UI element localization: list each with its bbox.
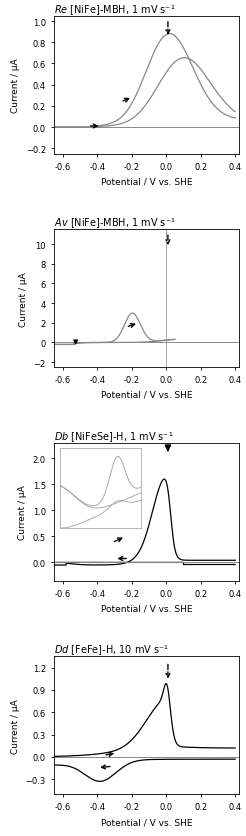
Text: $\it{Db}$ [NiFeSe]-H, 1 mV s⁻¹: $\it{Db}$ [NiFeSe]-H, 1 mV s⁻¹: [54, 430, 173, 443]
Y-axis label: Current / μA: Current / μA: [18, 485, 27, 539]
X-axis label: Potential / V vs. SHE: Potential / V vs. SHE: [101, 817, 192, 826]
Y-axis label: Current / μA: Current / μA: [11, 59, 20, 113]
Text: $\it{Dd}$ [FeFe]-H, 10 mV s⁻¹: $\it{Dd}$ [FeFe]-H, 10 mV s⁻¹: [54, 643, 169, 656]
X-axis label: Potential / V vs. SHE: Potential / V vs. SHE: [101, 390, 192, 400]
Text: $\it{Av}$ [NiFe]-MBH, 1 mV s⁻¹: $\it{Av}$ [NiFe]-MBH, 1 mV s⁻¹: [54, 217, 176, 230]
X-axis label: Potential / V vs. SHE: Potential / V vs. SHE: [101, 604, 192, 613]
Text: $\it{Re}$ [NiFe]-MBH, 1 mV s⁻¹: $\it{Re}$ [NiFe]-MBH, 1 mV s⁻¹: [54, 3, 175, 17]
Y-axis label: Current / μA: Current / μA: [11, 698, 20, 752]
X-axis label: Potential / V vs. SHE: Potential / V vs. SHE: [101, 177, 192, 186]
Y-axis label: Current / μA: Current / μA: [19, 272, 28, 326]
